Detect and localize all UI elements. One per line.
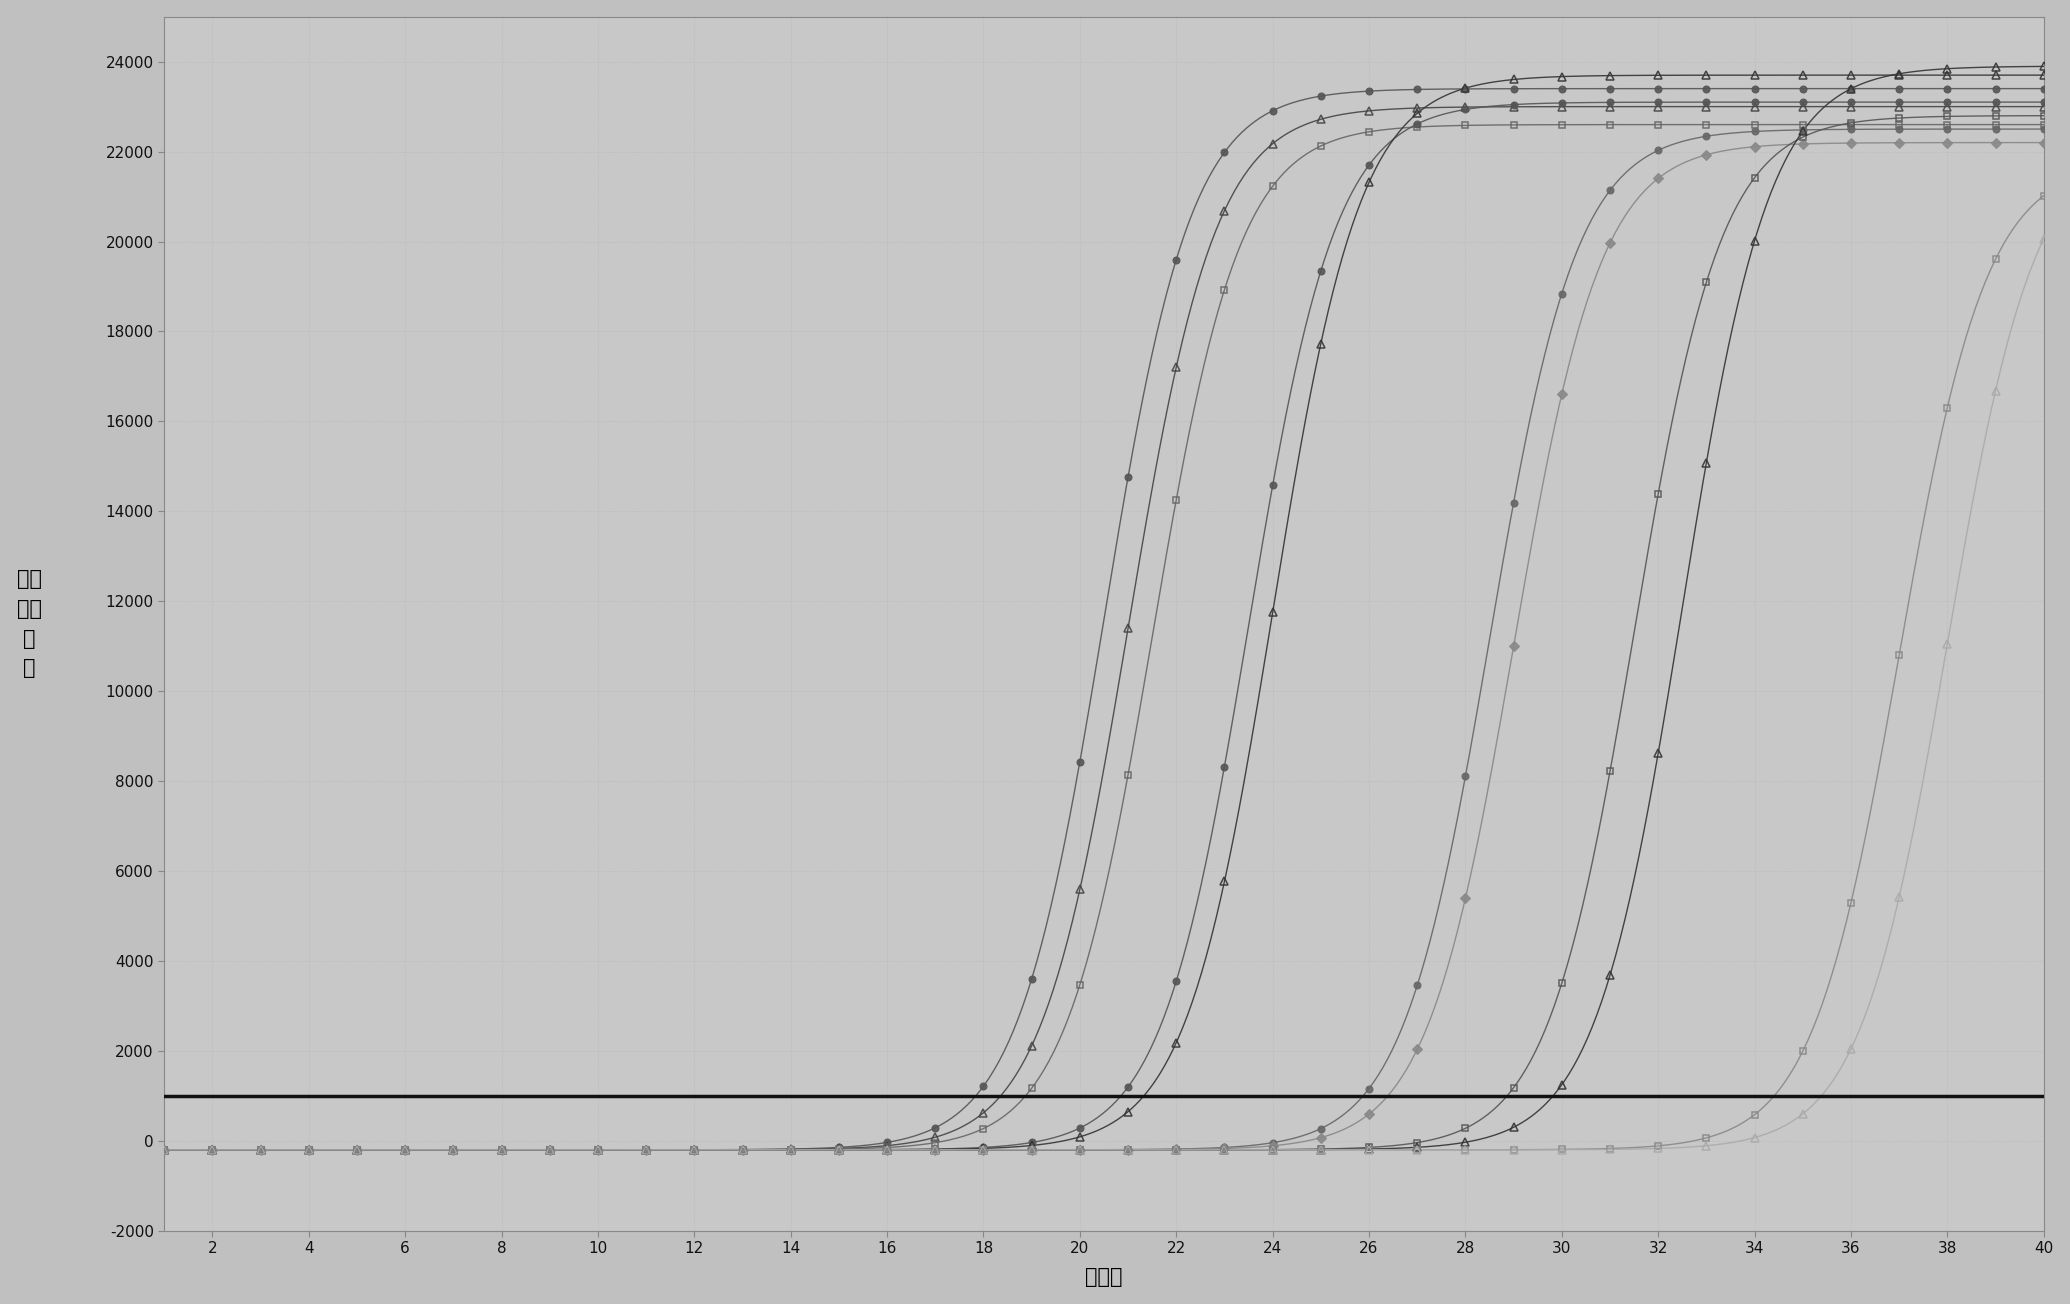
Y-axis label: 相对
荚光
强
度: 相对 荚光 强 度 (17, 570, 41, 678)
X-axis label: 循环数: 循环数 (1085, 1267, 1122, 1287)
